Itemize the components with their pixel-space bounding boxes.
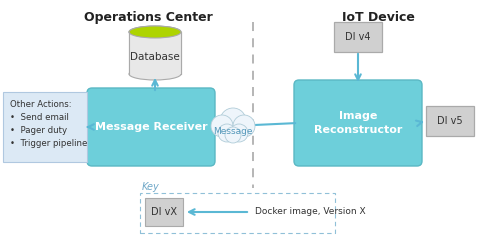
Text: DI vX: DI vX	[151, 207, 177, 217]
Text: Key: Key	[142, 182, 160, 192]
Text: Message Receiver: Message Receiver	[95, 122, 207, 132]
Text: DI v4: DI v4	[345, 32, 371, 42]
FancyBboxPatch shape	[426, 106, 474, 136]
Circle shape	[225, 127, 241, 143]
Text: Database: Database	[130, 52, 180, 62]
FancyBboxPatch shape	[334, 22, 382, 52]
Circle shape	[220, 108, 246, 134]
Bar	[129, 32, 181, 74]
Circle shape	[233, 115, 255, 137]
Ellipse shape	[129, 68, 181, 80]
Bar	[130, 32, 181, 73]
Circle shape	[225, 127, 241, 143]
FancyBboxPatch shape	[294, 80, 422, 166]
FancyBboxPatch shape	[140, 193, 335, 233]
Circle shape	[230, 124, 248, 142]
Text: Message: Message	[213, 128, 253, 136]
Text: Operations Center: Operations Center	[84, 11, 212, 24]
Ellipse shape	[129, 26, 181, 38]
Text: DI v5: DI v5	[437, 116, 463, 126]
FancyBboxPatch shape	[87, 88, 215, 166]
Text: Docker image, Version X: Docker image, Version X	[255, 207, 366, 216]
Text: Image
Reconstructor: Image Reconstructor	[314, 112, 402, 135]
Circle shape	[220, 108, 246, 134]
FancyBboxPatch shape	[3, 92, 87, 162]
Circle shape	[218, 124, 236, 142]
Ellipse shape	[129, 26, 181, 38]
FancyBboxPatch shape	[145, 198, 183, 226]
Circle shape	[233, 115, 255, 137]
Circle shape	[230, 124, 248, 142]
Circle shape	[211, 115, 233, 137]
Text: Other Actions:
•  Send email
•  Pager duty
•  Trigger pipeline: Other Actions: • Send email • Pager duty…	[10, 100, 88, 148]
Text: IoT Device: IoT Device	[342, 11, 414, 24]
Circle shape	[218, 124, 236, 142]
Circle shape	[211, 115, 233, 137]
